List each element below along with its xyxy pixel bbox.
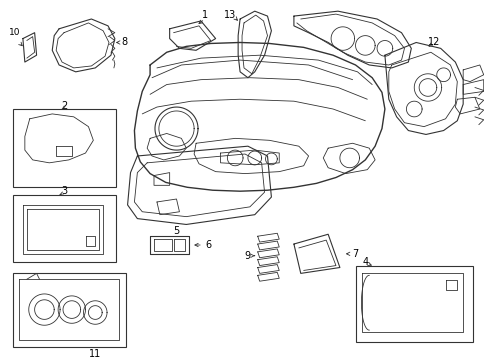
Bar xyxy=(13,273,125,347)
Text: 11: 11 xyxy=(89,348,101,359)
Text: 6: 6 xyxy=(205,240,211,250)
Bar xyxy=(355,266,472,342)
Text: 3: 3 xyxy=(61,186,67,196)
Bar xyxy=(13,109,116,187)
Text: 10: 10 xyxy=(9,28,21,37)
Text: 2: 2 xyxy=(61,101,67,111)
Text: 13: 13 xyxy=(224,10,236,20)
Text: 8: 8 xyxy=(122,37,127,48)
Text: 12: 12 xyxy=(427,37,439,48)
Text: 4: 4 xyxy=(362,257,367,267)
Text: 9: 9 xyxy=(244,251,250,261)
Text: 5: 5 xyxy=(173,226,179,236)
Text: 7: 7 xyxy=(352,249,358,259)
Bar xyxy=(13,195,116,262)
Text: 1: 1 xyxy=(202,10,207,20)
